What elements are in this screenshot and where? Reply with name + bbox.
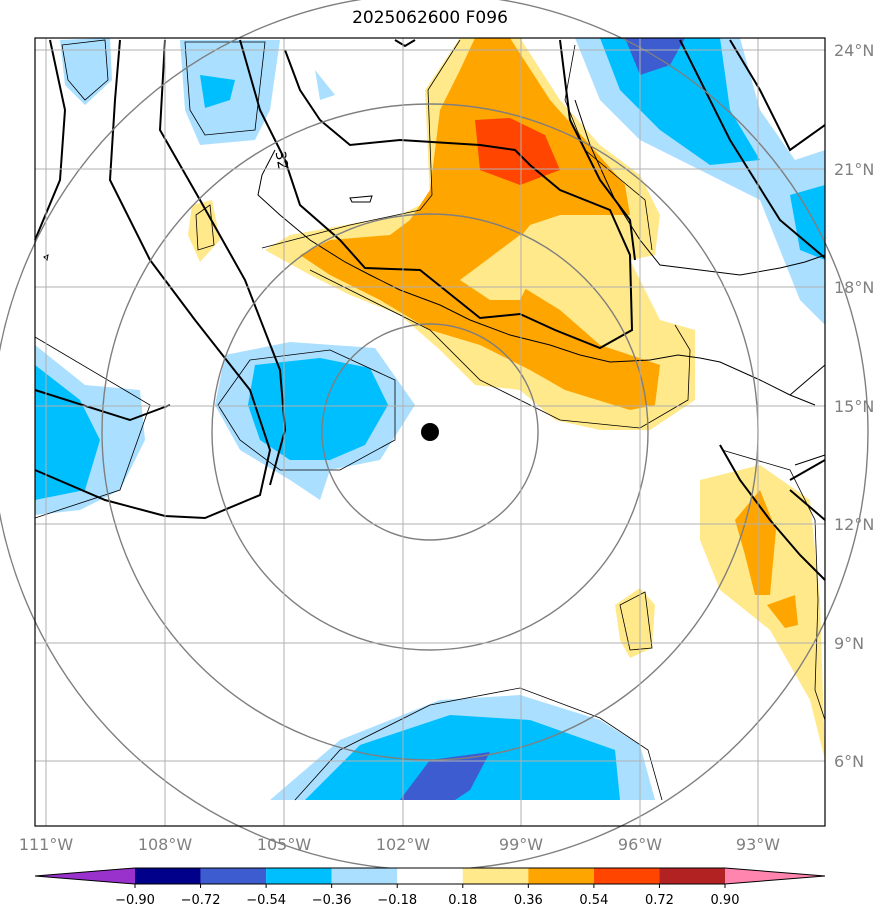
- coastline-central-america: [789, 364, 826, 466]
- neg-anomaly-mid: [35, 365, 100, 500]
- colorbar-segment: [462, 868, 529, 884]
- range-ring: [321, 323, 539, 541]
- height-contour: [34, 39, 272, 520]
- height-contours: [34, 39, 826, 581]
- thin-contour: [721, 449, 826, 721]
- colorbar-tick-label: 0.36: [514, 893, 543, 908]
- pos-anomaly-mid: [767, 595, 798, 628]
- lon-label: 99°W: [499, 835, 543, 854]
- neg-anomaly-light: [315, 70, 335, 100]
- neg-anomaly-mid: [790, 185, 825, 260]
- lon-label: 111°W: [19, 835, 74, 854]
- lat-label: 9°N: [834, 634, 864, 653]
- colorbar-segment: [528, 868, 594, 884]
- contour-label: 32: [272, 150, 291, 170]
- colorbar-segment: [135, 868, 201, 884]
- gridlines: [35, 38, 825, 826]
- lon-label: 105°W: [257, 835, 312, 854]
- height-contour: [34, 389, 171, 422]
- thin-contour: [619, 591, 653, 651]
- lon-label: 96°W: [618, 835, 662, 854]
- colorbar-segment: [200, 868, 267, 884]
- coastline-mexico: [257, 149, 816, 406]
- height-contour: [789, 459, 826, 521]
- lon-labels: 111°W 108°W 105°W 102°W 99°W 96°W 93°W: [19, 835, 780, 854]
- height-contour: [239, 39, 634, 350]
- pos-anomaly-mid: [300, 38, 660, 410]
- colorbar-tick-label: 0.54: [579, 893, 608, 908]
- lat-label: 18°N: [834, 278, 874, 297]
- lat-label: 12°N: [834, 515, 874, 534]
- height-contour: [394, 39, 416, 48]
- thin-contours: [34, 39, 826, 801]
- map-frame: [34, 37, 826, 827]
- pos-anomaly-light: [615, 588, 655, 658]
- pos-anomaly-light: [460, 235, 535, 300]
- thin-contour: [294, 687, 663, 801]
- colorbar-extend-low: [35, 868, 135, 884]
- thin-contour: [184, 41, 266, 136]
- colorbar-tick-label: 0.18: [448, 893, 477, 908]
- storm-center-marker: [421, 423, 439, 441]
- colorbar-tick-label: 0.90: [711, 893, 740, 908]
- lat-labels: 24°N 21°N 18°N 15°N 12°N 9°N 6°N: [834, 41, 874, 771]
- colorbar-segment: [397, 868, 463, 884]
- thin-contour: [61, 39, 109, 101]
- island: [349, 195, 373, 203]
- height-contour: [559, 39, 636, 261]
- height-contour: [679, 39, 826, 259]
- height-contour: [729, 39, 826, 152]
- chart-title: 2025062600 F096: [352, 8, 508, 28]
- colorbar-tick-label: −0.54: [246, 893, 286, 908]
- colorbar-tick-label: −0.36: [312, 893, 352, 908]
- colorbar-extend-high: [725, 868, 825, 884]
- colorbar-segment: [331, 868, 398, 884]
- lat-label: 15°N: [834, 397, 874, 416]
- thin-contour: [261, 39, 461, 249]
- neg-anomaly-dark: [400, 752, 490, 800]
- colorbar-segment: [593, 868, 660, 884]
- thin-contour: [217, 349, 396, 471]
- pos-anomaly-light: [700, 465, 825, 760]
- height-contour: [719, 444, 826, 581]
- pos-anomaly-mid: [735, 490, 776, 595]
- height-contour: [34, 39, 67, 241]
- thin-contour: [309, 269, 691, 429]
- colorbar-tick-label: −0.72: [181, 893, 221, 908]
- lon-label: 108°W: [138, 835, 193, 854]
- colorbar-tick-label: 0.72: [645, 893, 674, 908]
- lon-label: 102°W: [376, 835, 431, 854]
- colorbar-segment: [659, 868, 725, 884]
- lat-label: 24°N: [834, 41, 874, 60]
- colorbar: −0.90 −0.72 −0.54 −0.36 −0.18 0.18 0.36 0.54 0.7…: [34, 867, 826, 908]
- range-ring: [211, 213, 649, 651]
- neg-anomaly-mid: [200, 75, 235, 108]
- height-contour: [158, 39, 287, 486]
- neg-anomaly-light: [60, 38, 112, 105]
- coastline-gulf: [574, 99, 826, 276]
- lat-label: 21°N: [834, 160, 874, 179]
- colorbar-segment: [266, 868, 332, 884]
- lon-label: 93°W: [736, 835, 780, 854]
- colorbar-tick-label: −0.90: [115, 893, 155, 908]
- thin-contour: [34, 336, 151, 519]
- neg-anomaly-light: [575, 38, 825, 325]
- colorbar-tick-label: −0.18: [377, 893, 417, 908]
- lat-label: 6°N: [834, 752, 864, 771]
